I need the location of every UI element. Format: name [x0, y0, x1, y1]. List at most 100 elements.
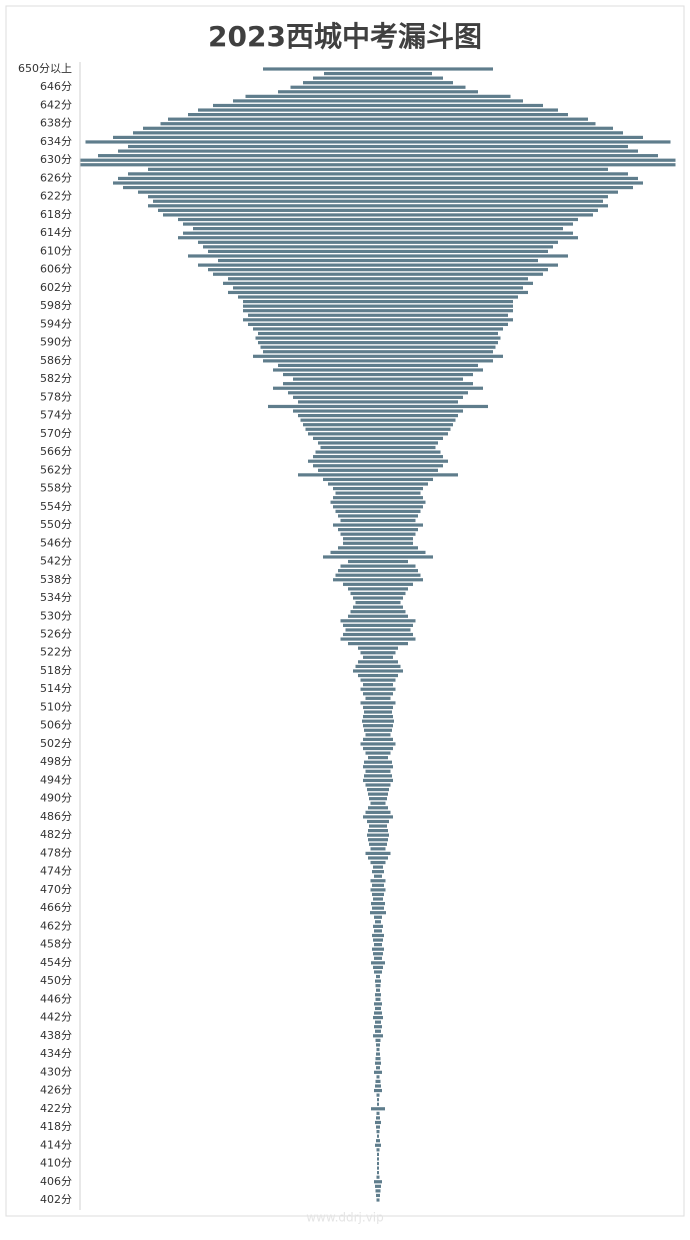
bar	[365, 751, 391, 755]
bar	[260, 345, 496, 349]
bar	[293, 395, 463, 399]
bar	[373, 1034, 383, 1038]
bar	[367, 787, 389, 792]
y-tick-label: 554分	[40, 500, 72, 513]
bar	[368, 829, 388, 833]
bar	[343, 582, 413, 586]
y-tick-label: 534分	[40, 591, 72, 604]
bar	[374, 1002, 382, 1006]
bar	[355, 600, 401, 605]
bar	[203, 245, 553, 249]
bar	[340, 518, 416, 523]
bar	[233, 99, 523, 103]
y-tick-label: 622分	[40, 190, 72, 203]
bar	[368, 756, 388, 760]
bar	[148, 204, 608, 208]
bar	[369, 824, 387, 828]
bar	[255, 336, 501, 340]
bar	[375, 1120, 381, 1125]
bar	[358, 646, 398, 650]
bar	[365, 783, 391, 787]
bar	[372, 906, 384, 910]
bar	[188, 254, 568, 258]
bar	[376, 1193, 380, 1198]
bar	[375, 1079, 381, 1084]
bar	[358, 673, 398, 678]
y-tick-label: 634分	[40, 135, 72, 148]
bar	[143, 126, 613, 130]
bar	[373, 938, 383, 942]
bar	[348, 614, 408, 618]
y-tick-label: 490分	[40, 792, 72, 805]
bar	[243, 318, 513, 322]
y-tick-label: 506分	[40, 719, 72, 732]
y-tick-label: 610分	[40, 244, 72, 257]
bar	[238, 295, 518, 299]
bar	[183, 222, 573, 226]
bar	[208, 249, 548, 254]
y-tick-label: 606分	[40, 263, 72, 276]
bar	[364, 760, 392, 764]
bar	[228, 277, 528, 281]
bar	[375, 993, 381, 997]
bar	[248, 322, 508, 326]
y-tick-label: 406分	[40, 1175, 72, 1188]
bar	[338, 569, 418, 573]
bar	[376, 1111, 380, 1115]
bar	[340, 619, 416, 623]
bar	[303, 81, 453, 85]
bar	[376, 1052, 380, 1056]
bar	[133, 131, 623, 135]
bar	[243, 299, 513, 304]
y-tick-label: 526分	[40, 628, 72, 641]
y-tick-label: 434分	[40, 1047, 72, 1060]
bar	[163, 213, 593, 217]
bar	[373, 897, 383, 901]
bar	[323, 477, 433, 482]
y-tick-label: 402分	[40, 1193, 72, 1206]
bar	[375, 1189, 381, 1193]
bar	[363, 705, 393, 710]
bar	[198, 108, 558, 112]
y-tick-label: 502分	[40, 737, 72, 750]
y-tick-label: 454分	[40, 956, 72, 969]
bar	[243, 309, 513, 313]
bar	[374, 1070, 382, 1074]
bar	[305, 427, 451, 431]
bar	[178, 236, 578, 240]
bar	[80, 158, 676, 162]
bar	[372, 870, 384, 874]
bar	[362, 719, 394, 723]
bar	[365, 733, 391, 737]
bar	[375, 1038, 381, 1042]
bar	[368, 856, 388, 860]
bar	[118, 176, 638, 181]
bar	[377, 1171, 379, 1175]
bar	[373, 952, 383, 956]
bar	[218, 258, 538, 263]
bar	[374, 1025, 382, 1029]
bar	[360, 701, 396, 705]
y-tick-label: 614分	[40, 226, 72, 239]
bar	[323, 555, 433, 559]
bar	[375, 1029, 381, 1033]
bar	[371, 961, 385, 965]
bar	[368, 792, 388, 796]
bar	[369, 842, 387, 846]
bar	[376, 1129, 380, 1134]
bar	[365, 851, 391, 856]
bar	[377, 1102, 379, 1106]
y-tick-label: 570分	[40, 427, 72, 440]
bar	[363, 714, 393, 719]
bar	[330, 550, 426, 555]
y-tick-label: 598分	[40, 299, 72, 312]
bar	[320, 445, 436, 450]
bar	[333, 578, 423, 582]
y-tick-label: 498分	[40, 755, 72, 768]
y-tick-label: 618分	[40, 208, 72, 221]
y-tick-label: 562分	[40, 463, 72, 476]
bar	[293, 409, 463, 413]
frame	[5, 5, 685, 1217]
bar	[333, 505, 423, 509]
